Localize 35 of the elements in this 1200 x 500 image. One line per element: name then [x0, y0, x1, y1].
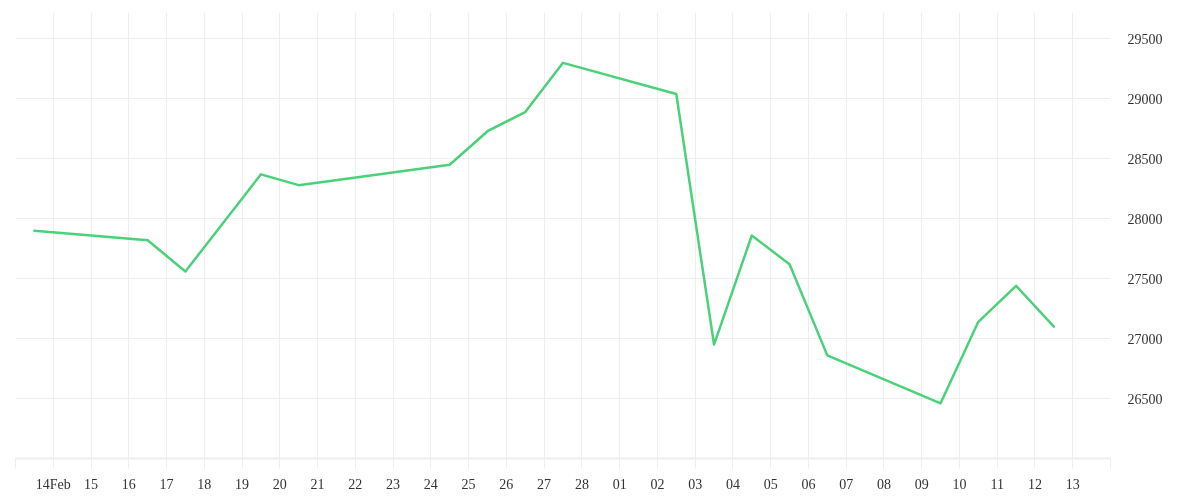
x-tick-label: 25 [461, 476, 476, 492]
x-tick-label: 13 [1065, 476, 1080, 492]
y-tick-label: 29500 [1127, 31, 1163, 47]
x-tick-label: 21 [310, 476, 325, 492]
x-tick-label: 15 [84, 476, 99, 492]
y-tick-label: 29000 [1127, 91, 1163, 107]
x-tick-label: 22 [348, 476, 363, 492]
x-tick-label: 04 [725, 476, 740, 492]
x-tick-label: 02 [650, 476, 665, 492]
x-tick-label: 01 [612, 476, 627, 492]
x-tick-label: 17 [159, 476, 174, 492]
x-tick-label: 08 [876, 476, 891, 492]
x-tick-label: 18 [197, 476, 212, 492]
x-tick-label: 06 [801, 476, 816, 492]
x-tick-label: 09 [914, 476, 929, 492]
x-tick-label: 05 [763, 476, 778, 492]
x-tick-label: 20 [272, 476, 287, 492]
x-tick-label: 12 [1027, 476, 1042, 492]
x-tick-label: 23 [386, 476, 401, 492]
y-tick-label: 28500 [1127, 151, 1163, 167]
x-tick-label: 07 [839, 476, 854, 492]
y-tick-label: 27500 [1127, 271, 1163, 287]
x-tick-label: 14Feb [35, 476, 71, 492]
x-tick-label: 10 [952, 476, 967, 492]
x-tick-label: 24 [423, 476, 438, 492]
y-tick-label: 28000 [1127, 211, 1163, 227]
x-tick-label: 11 [990, 476, 1004, 492]
x-tick-label: 26 [499, 476, 514, 492]
y-tick-label: 26500 [1127, 391, 1163, 407]
x-tick-label: 03 [688, 476, 703, 492]
x-tick-label: 16 [121, 476, 136, 492]
y-tick-label: 27000 [1127, 331, 1163, 347]
x-tick-label: 27 [537, 476, 552, 492]
x-tick-label: 28 [574, 476, 589, 492]
x-tick-label: 19 [235, 476, 250, 492]
